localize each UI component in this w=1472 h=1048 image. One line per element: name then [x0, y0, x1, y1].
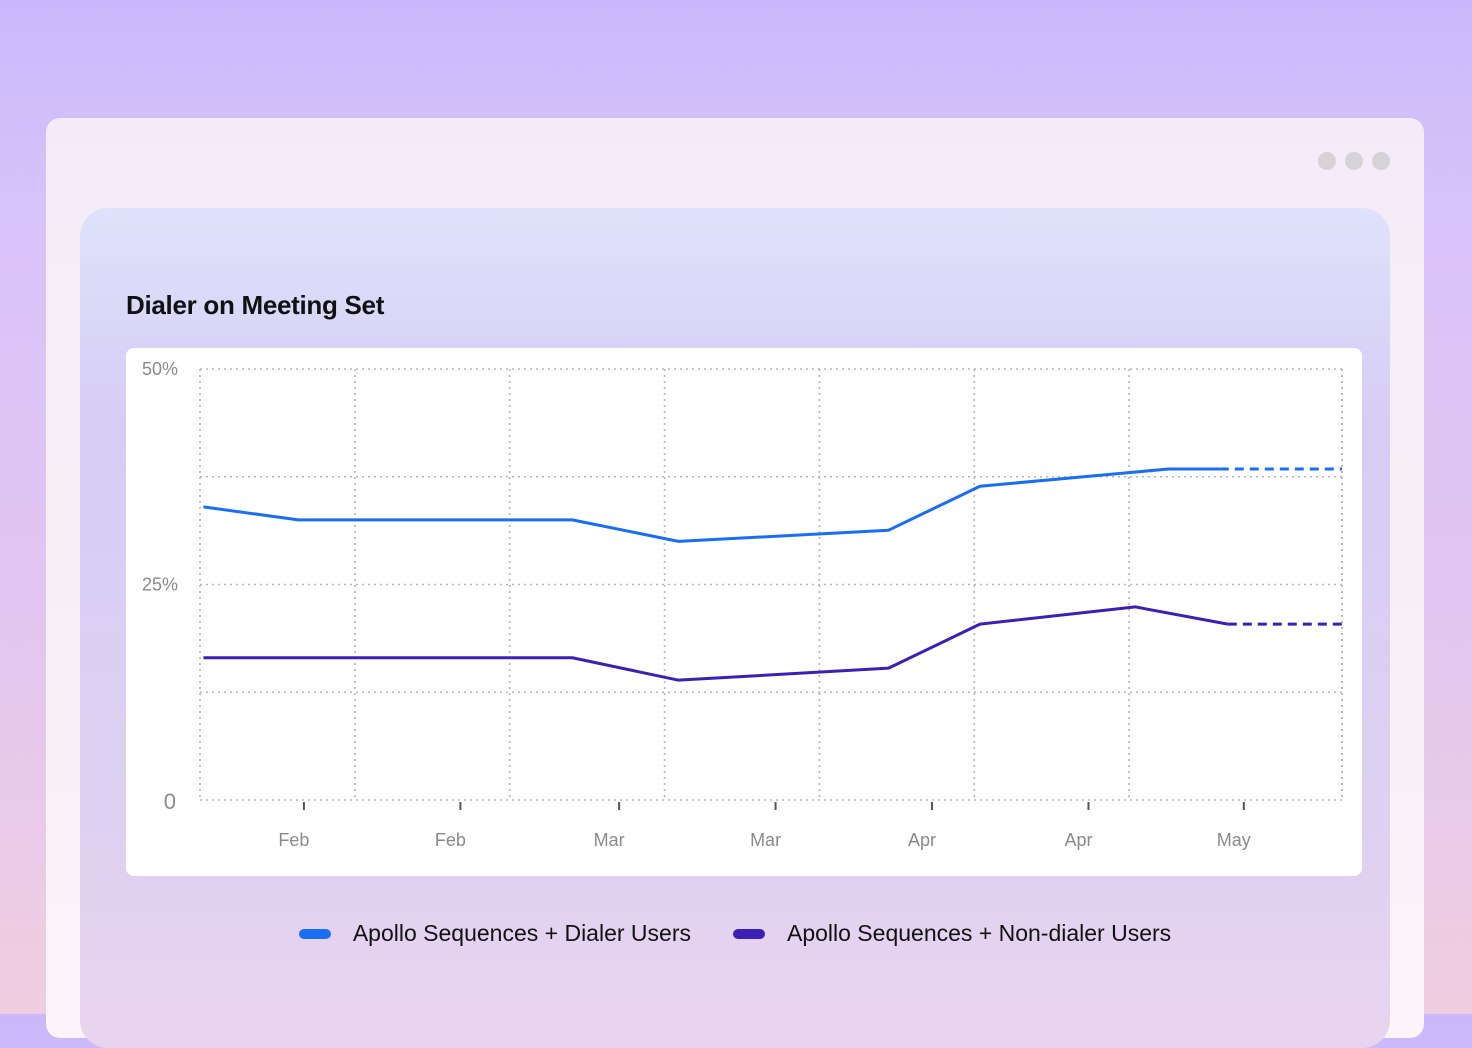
y-tick-label: 50%	[142, 359, 178, 379]
window-dot-3[interactable]	[1372, 152, 1390, 170]
series-line	[203, 607, 1227, 680]
window-dot-1[interactable]	[1318, 152, 1336, 170]
chart-panel: Dialer on Meeting Set 50% 25% 0 Feb Feb Mar Ma…	[80, 208, 1390, 1048]
legend-label: Apollo Sequences + Non-dialer Users	[787, 920, 1171, 947]
legend: Apollo Sequences + Dialer Users Apollo S…	[80, 920, 1390, 947]
legend-label: Apollo Sequences + Dialer Users	[353, 920, 691, 947]
chart-card: 50% 25% 0 Feb Feb Mar Mar Apr Apr May	[126, 348, 1362, 876]
legend-item-non-dialer[interactable]: Apollo Sequences + Non-dialer Users	[733, 920, 1171, 947]
y-tick-label: 0	[164, 789, 176, 814]
y-tick-label: 25%	[142, 575, 178, 595]
x-tick-label: May	[1217, 830, 1251, 850]
x-tick-label: Mar	[594, 830, 625, 850]
x-tick-label: Apr	[1064, 830, 1092, 850]
x-tick-label: Feb	[435, 830, 466, 850]
window-dot-2[interactable]	[1345, 152, 1363, 170]
series-line	[203, 469, 1219, 541]
legend-item-dialer[interactable]: Apollo Sequences + Dialer Users	[299, 920, 691, 947]
legend-swatch	[733, 929, 765, 939]
chart-title: Dialer on Meeting Set	[126, 290, 384, 321]
x-tick-label: Mar	[750, 830, 781, 850]
x-tick-label: Feb	[278, 830, 309, 850]
x-tick-label: Apr	[908, 830, 936, 850]
line-chart: 50% 25% 0 Feb Feb Mar Mar Apr Apr May	[126, 348, 1362, 876]
window-controls	[1318, 152, 1390, 170]
legend-swatch	[299, 929, 331, 939]
app-window: Dialer on Meeting Set 50% 25% 0 Feb Feb Mar Ma…	[46, 118, 1424, 1038]
